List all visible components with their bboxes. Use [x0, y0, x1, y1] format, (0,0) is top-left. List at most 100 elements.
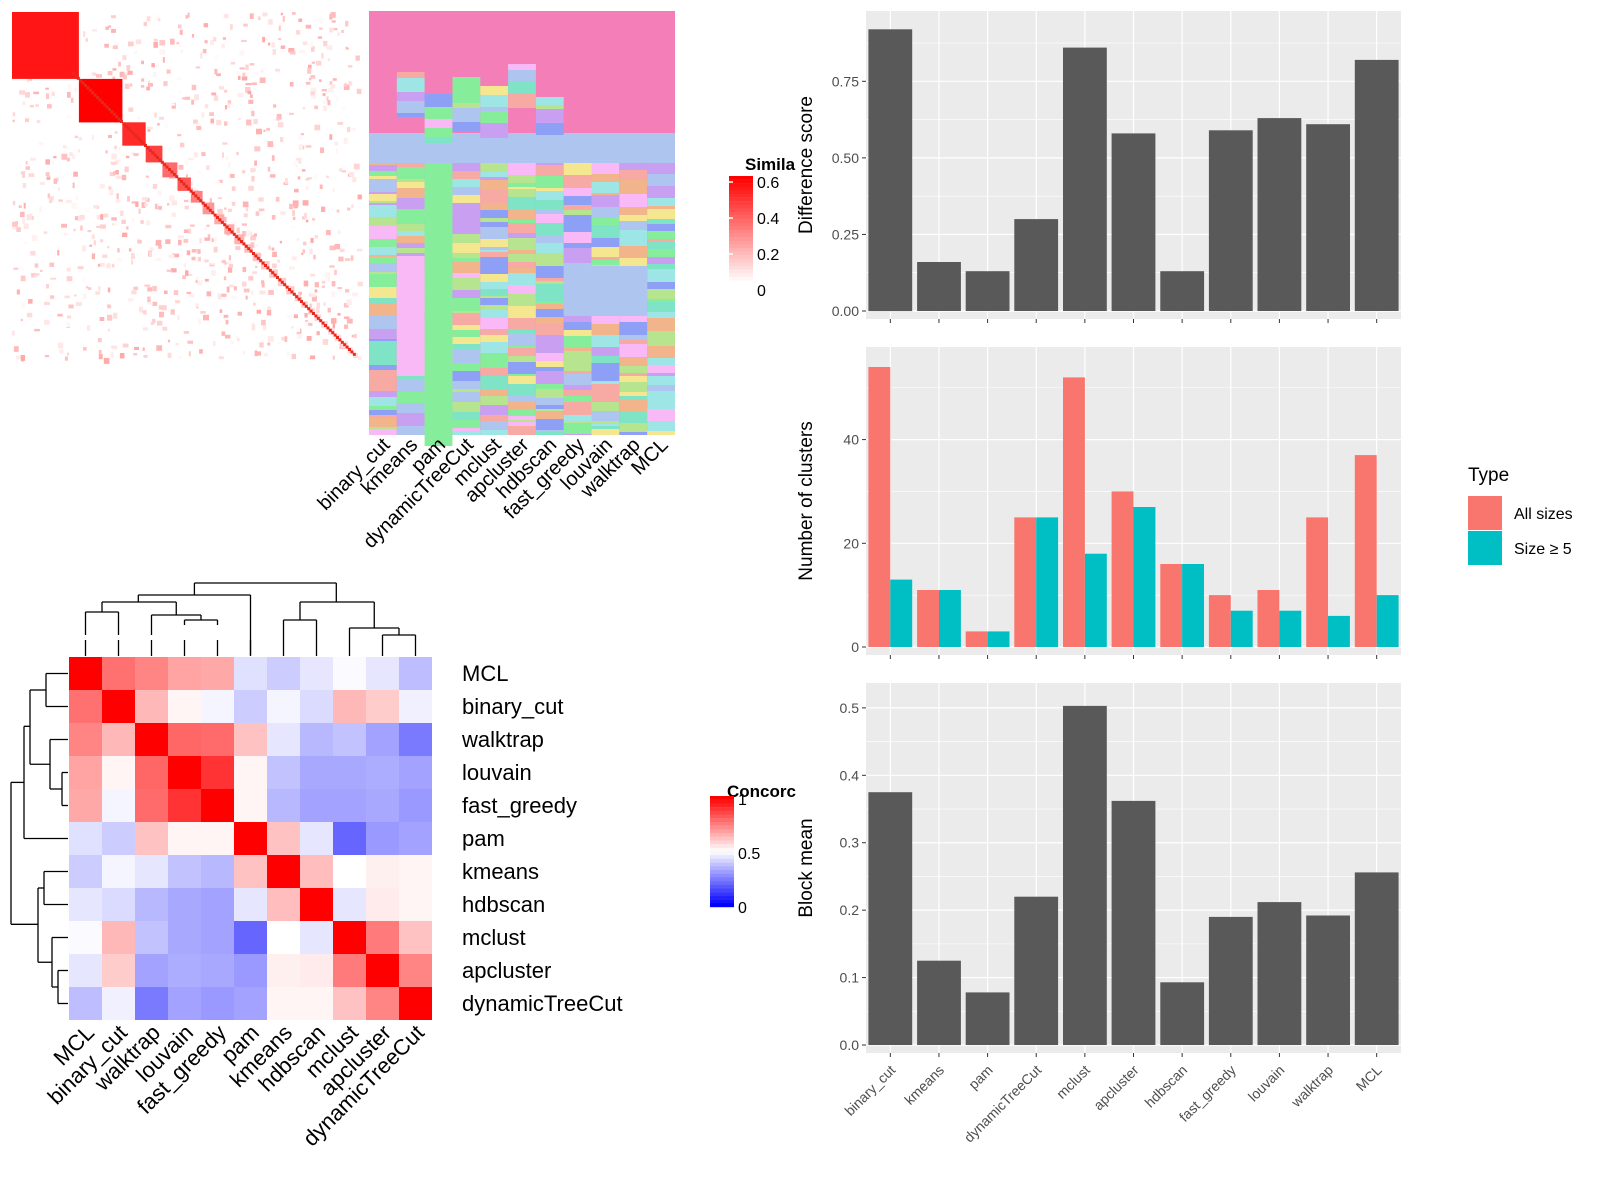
- concordance-legend-gradient: [710, 810, 734, 815]
- similarity-cell: [247, 90, 252, 95]
- class-column: [452, 77, 481, 435]
- similarity-cell: [206, 165, 210, 171]
- similarity-diagonal-cell: [122, 122, 126, 126]
- class-cell: [480, 203, 509, 210]
- similarity-cell: [46, 93, 50, 100]
- similarity-diagonal-cell: [266, 266, 270, 270]
- class-cell: [452, 187, 481, 195]
- concordance-cell: [399, 723, 432, 756]
- class-cell: [508, 333, 536, 346]
- similarity-cell: [279, 240, 282, 244]
- class-cell: [647, 206, 675, 209]
- similarity-diagonal-cell: [232, 232, 236, 236]
- class-cell: [563, 434, 592, 435]
- similarity-cell: [159, 311, 164, 318]
- class-cell: [508, 187, 536, 189]
- similarity-cell: [225, 156, 229, 161]
- similarity-cell: [268, 19, 273, 25]
- similarity-cell: [292, 210, 295, 216]
- concordance-cell: [102, 888, 135, 921]
- similarity-diagonal-cell: [175, 175, 179, 179]
- similarity-cell: [28, 299, 33, 304]
- similarity-cell: [103, 213, 109, 218]
- similarity-cell: [118, 161, 125, 168]
- similarity-diagonal-cell: [328, 328, 332, 332]
- concordance-cell: [267, 723, 300, 756]
- class-cell: [563, 313, 592, 322]
- class-cell: [535, 191, 564, 200]
- similarity-cell: [84, 207, 90, 213]
- class-cell: [508, 223, 536, 233]
- similarity-cell: [326, 230, 331, 236]
- class-cell: [396, 72, 425, 78]
- concordance-cell: [333, 822, 366, 855]
- similarity-cell: [73, 228, 76, 232]
- similarity-cell: [280, 137, 284, 142]
- class-cell: [508, 356, 536, 362]
- similarity-cell: [87, 287, 92, 290]
- class-cell: [535, 243, 564, 253]
- concordance-legend-gradient: [710, 862, 734, 867]
- concordance-cell: [366, 789, 399, 822]
- class-cell: [535, 367, 564, 371]
- similarity-cell: [74, 294, 77, 297]
- similarity-cell: [103, 357, 110, 364]
- similarity-diagonal-cell: [235, 235, 239, 239]
- similarity-cell: [46, 283, 49, 289]
- similarity-cell: [175, 300, 181, 304]
- similarity-cell: [166, 269, 170, 272]
- bar: [1306, 124, 1350, 311]
- similarity-cell: [157, 320, 163, 326]
- concordance-legend-gradient: [710, 796, 734, 800]
- similarity-block: [12, 12, 79, 79]
- class-cell: [369, 410, 397, 415]
- similarity-cell: [107, 245, 110, 249]
- similarity-cell: [236, 71, 241, 74]
- similarity-cell: [316, 302, 320, 308]
- class-cell: [452, 349, 481, 360]
- similarity-cell: [200, 279, 203, 284]
- similarity-cell: [250, 291, 254, 296]
- similarity-cell: [273, 119, 276, 121]
- similarity-cell: [289, 81, 294, 87]
- similarity-cell: [214, 54, 219, 60]
- similarity-cell: [259, 77, 266, 84]
- similarity-cell: [152, 183, 158, 189]
- similarity-cell: [65, 199, 72, 204]
- similarity-cell: [33, 275, 37, 278]
- similarity-cell: [275, 68, 280, 72]
- similarity-cell: [171, 102, 176, 109]
- similarity-cell: [248, 185, 254, 191]
- similarity-cell: [66, 276, 73, 282]
- similarity-cell: [314, 105, 318, 110]
- similarity-cell: [185, 174, 188, 178]
- similarity-cell: [310, 95, 317, 99]
- similarity-cell: [336, 148, 339, 154]
- class-cell: [480, 177, 509, 180]
- class-cell: [452, 253, 481, 258]
- similarity-diagonal-cell: [228, 228, 231, 231]
- similarity-cell: [258, 16, 261, 21]
- class-cell: [563, 232, 592, 243]
- similarity-legend-gradient: [729, 240, 753, 245]
- concordance-row-label: dynamicTreeCut: [462, 991, 623, 1016]
- concordance-legend-gradient: [710, 870, 734, 874]
- class-cell: [508, 273, 536, 285]
- similarity-diagonal-cell: [316, 316, 320, 320]
- similarity-cell: [159, 40, 166, 46]
- class-cell: [535, 188, 564, 191]
- class-cell: [647, 231, 675, 239]
- similarity-legend-gradient: [729, 215, 753, 220]
- similarity-cell: [93, 240, 96, 246]
- concordance-legend-gradient: [710, 866, 734, 871]
- similarity-cell: [107, 71, 113, 76]
- concordance-cell: [168, 756, 201, 789]
- similarity-cell: [50, 277, 56, 280]
- similarity-cell: [314, 234, 318, 239]
- similarity-diagonal-cell: [100, 100, 104, 104]
- similarity-cell: [22, 218, 26, 224]
- similarity-cell: [121, 174, 127, 181]
- class-cell: [480, 190, 509, 203]
- class-cell: [452, 428, 481, 431]
- similarity-noise: [12, 12, 363, 364]
